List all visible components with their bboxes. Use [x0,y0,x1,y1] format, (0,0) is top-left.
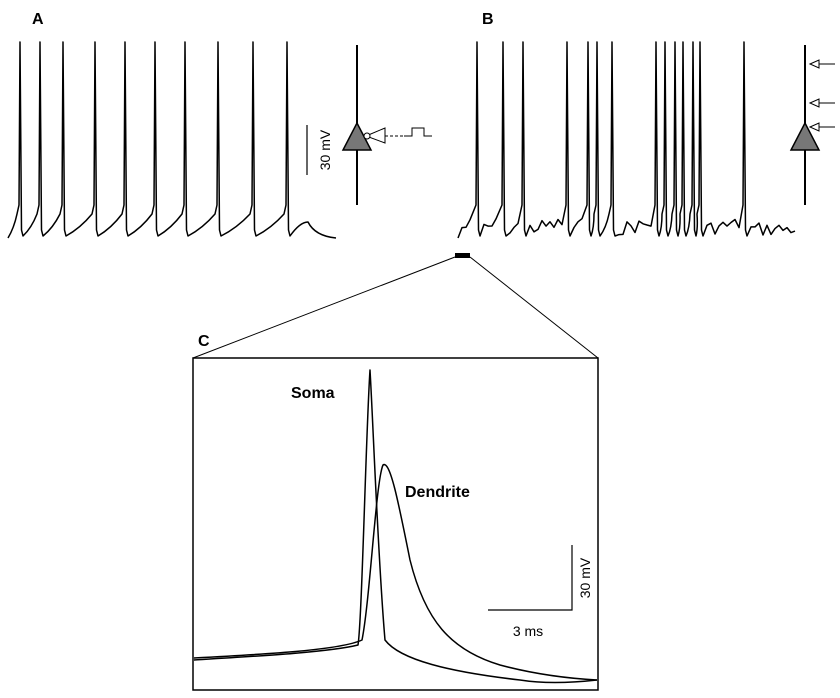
trace-a [7,41,337,239]
zoom-line [192,256,456,359]
panel-label: C [198,333,210,350]
trace-label: Soma [291,385,335,402]
trace-dendrite [193,463,598,681]
neuron-b [789,45,835,205]
zoom-line [469,256,599,359]
trace-label: Dendrite [405,484,470,501]
scale-bar [488,545,573,611]
trace-b [457,41,796,239]
trace-soma [193,369,598,684]
panel-label: A [32,11,44,28]
scale-label: 30 mV [317,129,333,170]
panel-label: B [482,11,494,28]
panel-box [192,357,599,691]
zoom-marker [455,253,470,258]
neuron-a [341,45,432,205]
scale-label: 30 mV [577,557,593,598]
scale-label: 3 ms [513,623,543,639]
